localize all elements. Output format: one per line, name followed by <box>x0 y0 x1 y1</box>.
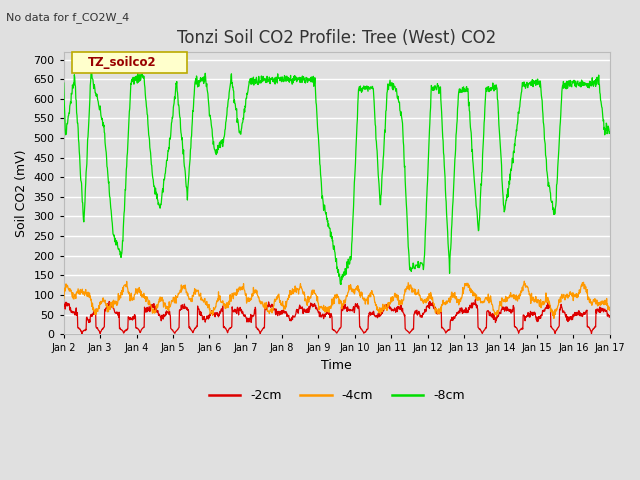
Text: No data for f_CO2W_4: No data for f_CO2W_4 <box>6 12 130 23</box>
Title: Tonzi Soil CO2 Profile: Tree (West) CO2: Tonzi Soil CO2 Profile: Tree (West) CO2 <box>177 29 497 48</box>
Text: TZ_soilco2: TZ_soilco2 <box>88 56 157 69</box>
FancyBboxPatch shape <box>72 52 186 73</box>
Legend: -2cm, -4cm, -8cm: -2cm, -4cm, -8cm <box>204 384 470 407</box>
X-axis label: Time: Time <box>321 359 352 372</box>
Y-axis label: Soil CO2 (mV): Soil CO2 (mV) <box>15 149 28 237</box>
